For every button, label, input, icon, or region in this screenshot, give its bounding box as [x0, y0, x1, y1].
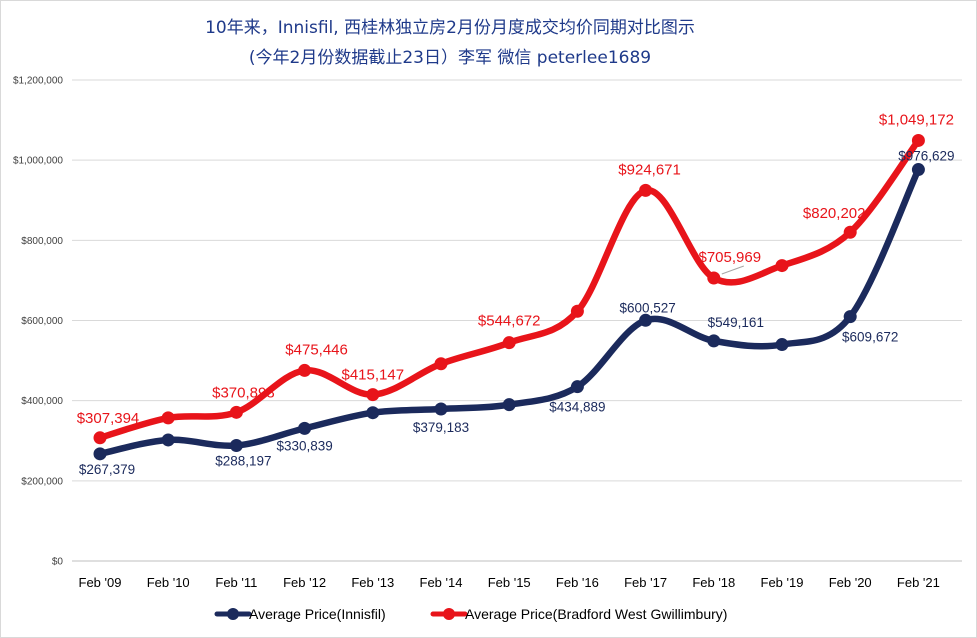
- x-tick-label: Feb '16: [556, 575, 599, 590]
- data-label-innisfil: $609,672: [842, 330, 898, 345]
- data-point-bradford: [161, 411, 175, 425]
- legend-marker-innisfil: [227, 608, 239, 620]
- data-point-bradford: [843, 225, 857, 239]
- data-point-bradford: [298, 363, 312, 377]
- x-tick-label: Feb '20: [829, 575, 872, 590]
- data-point-bradford: [502, 336, 516, 350]
- y-tick-label: $1,200,000: [13, 76, 63, 87]
- data-point-innisfil: [639, 313, 653, 327]
- data-point-innisfil: [843, 310, 857, 324]
- x-tick-label: Feb '14: [420, 575, 463, 590]
- data-point-bradford: [639, 183, 653, 197]
- y-tick-label: $400,000: [21, 396, 63, 407]
- data-label-bradford: $820,202: [803, 205, 866, 222]
- x-tick-label: Feb '17: [624, 575, 667, 590]
- data-label-innisfil: $976,629: [898, 149, 954, 164]
- data-point-innisfil: [93, 447, 107, 461]
- x-tick-label: Feb '15: [488, 575, 531, 590]
- data-label-innisfil: $288,197: [215, 453, 271, 468]
- data-label-innisfil: $600,527: [619, 300, 675, 315]
- data-point-innisfil: [229, 438, 243, 452]
- chart-subtitle: (今年2月份数据截止23日）李军 微信 peterlee1689: [249, 48, 651, 68]
- data-label-bradford: $370,898: [212, 384, 275, 401]
- data-label-innisfil: $379,183: [413, 420, 469, 435]
- data-point-bradford: [93, 431, 107, 445]
- data-point-bradford: [229, 405, 243, 419]
- x-tick-label: Feb '10: [147, 575, 190, 590]
- x-tick-label: Feb '11: [215, 575, 257, 590]
- x-tick-label: Feb '19: [761, 575, 804, 590]
- data-point-innisfil: [161, 433, 175, 447]
- data-label-innisfil: $549,161: [708, 315, 764, 330]
- x-tick-label: Feb '21: [897, 575, 940, 590]
- data-point-innisfil: [707, 334, 721, 348]
- label-leader-line: [721, 265, 744, 275]
- data-point-innisfil: [775, 338, 789, 352]
- legend-label-bradford: Average Price(Bradford West Gwillimbury): [465, 606, 727, 622]
- data-label-innisfil: $267,379: [79, 462, 135, 477]
- data-point-bradford: [707, 271, 721, 285]
- data-label-bradford: $475,446: [285, 341, 348, 358]
- data-point-innisfil: [434, 402, 448, 416]
- data-label-bradford: $705,969: [699, 249, 762, 266]
- data-label-innisfil: $434,889: [549, 400, 605, 415]
- x-tick-label: Feb '13: [351, 575, 394, 590]
- data-label-bradford: $544,672: [478, 313, 541, 330]
- data-point-innisfil: [298, 421, 312, 435]
- legend-label-innisfil: Average Price(Innisfil): [249, 606, 386, 622]
- data-label-bradford: $1,049,172: [879, 111, 954, 128]
- chart-title: 10年来，Innisfil, 西桂林独立房2月份月度成交均价同期对比图示: [205, 18, 695, 38]
- data-label-bradford: $924,671: [618, 161, 681, 178]
- y-tick-label: $600,000: [21, 316, 63, 327]
- data-label-innisfil: $330,839: [276, 438, 332, 453]
- data-point-bradford: [911, 133, 925, 147]
- y-tick-label: $1,000,000: [13, 156, 63, 167]
- y-tick-label: $800,000: [21, 236, 63, 247]
- data-point-innisfil: [502, 398, 516, 412]
- data-point-innisfil: [911, 163, 925, 177]
- legend-marker-bradford: [443, 608, 455, 620]
- x-tick-label: Feb '09: [79, 575, 122, 590]
- data-point-bradford: [434, 357, 448, 371]
- data-label-bradford: $415,147: [342, 367, 405, 384]
- y-tick-label: $0: [52, 557, 64, 568]
- data-label-bradford: $307,394: [77, 410, 140, 427]
- data-point-innisfil: [570, 380, 584, 394]
- data-point-innisfil: [366, 406, 380, 420]
- data-point-bradford: [570, 304, 584, 318]
- data-point-bradford: [366, 388, 380, 402]
- y-tick-label: $200,000: [21, 476, 63, 487]
- x-tick-label: Feb '18: [692, 575, 735, 590]
- x-tick-label: Feb '12: [283, 575, 326, 590]
- data-point-bradford: [775, 259, 789, 273]
